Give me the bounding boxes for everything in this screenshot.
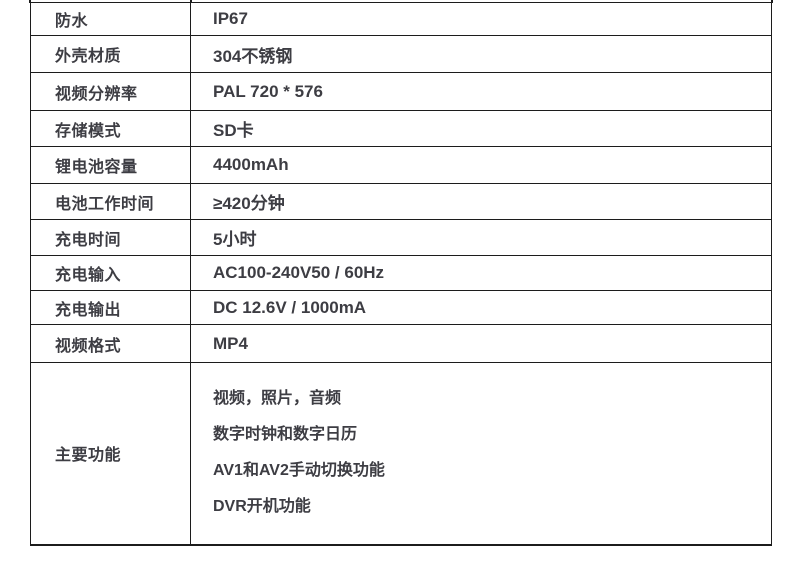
- spec-value-cell: DC 12.6V / 1000mA: [190, 290, 772, 325]
- spec-value-cell: ≥420分钟: [190, 183, 772, 220]
- spec-value-cell: IP67: [190, 2, 772, 36]
- spec-label-cell: 充电输出: [30, 290, 191, 325]
- table-row: 外壳材质 304不锈钢: [30, 35, 772, 73]
- spec-value-cell: 视频，照片，音频 数字时钟和数字日历 AV1和AV2手动切换功能 DVR开机功能: [190, 362, 772, 546]
- function-line: AV1和AV2手动切换功能: [213, 462, 385, 480]
- spec-label-cell: 外壳材质: [30, 35, 191, 73]
- table-row: 视频格式 MP4: [30, 324, 772, 363]
- table-row: 视频分辨率 PAL 720 * 576: [30, 72, 772, 111]
- function-line: 视频，照片，音频: [213, 390, 342, 408]
- cropped-row-right-border: [771, 0, 773, 3]
- table-row-main-functions: 主要功能 视频，照片，音频 数字时钟和数字日历 AV1和AV2手动切换功能 DVR开机功…: [30, 362, 772, 546]
- spec-label-cell: 存储模式: [30, 110, 191, 147]
- spec-label-cell: 防水: [30, 2, 191, 36]
- spec-label-cell: 充电时间: [30, 219, 191, 256]
- spec-table-body: 防水 IP67 外壳材质 304不锈钢 视频分辨率 PAL 720 * 576 存储模式 SD…: [30, 2, 772, 546]
- function-lines: 视频，照片，音频 数字时钟和数字日历 AV1和AV2手动切换功能 DVR开机功能: [213, 379, 771, 527]
- table-row: 锂电池容量 4400mAh: [30, 146, 772, 184]
- table-row: 充电时间 5小时: [30, 219, 772, 256]
- cropped-row-left-border: [29, 0, 31, 3]
- table-row: 电池工作时间 ≥420分钟: [30, 183, 772, 220]
- spec-value-cell: 4400mAh: [190, 146, 772, 184]
- spec-label-cell: 主要功能: [30, 362, 191, 546]
- spec-value-cell: 5小时: [190, 219, 772, 256]
- spec-value-cell: AC100-240V50 / 60Hz: [190, 255, 772, 291]
- table-row: 充电输出 DC 12.6V / 1000mA: [30, 290, 772, 325]
- function-line: DVR开机功能: [213, 498, 311, 516]
- spec-table: 防水 IP67 外壳材质 304不锈钢 视频分辨率 PAL 720 * 576 存储模式 SD…: [30, 2, 772, 546]
- cropped-row-middle-border: [190, 0, 192, 3]
- table-row: 防水 IP67: [30, 2, 772, 36]
- spec-value-cell: 304不锈钢: [190, 35, 772, 73]
- spec-label-cell: 充电输入: [30, 255, 191, 291]
- spec-label-cell: 视频格式: [30, 324, 191, 363]
- spec-label-cell: 电池工作时间: [30, 183, 191, 220]
- spec-value-cell: MP4: [190, 324, 772, 363]
- table-row: 充电输入 AC100-240V50 / 60Hz: [30, 255, 772, 291]
- function-line: 数字时钟和数字日历: [213, 426, 358, 444]
- spec-label-cell: 视频分辨率: [30, 72, 191, 111]
- spec-value-cell: SD卡: [190, 110, 772, 147]
- table-row: 存储模式 SD卡: [30, 110, 772, 147]
- spec-label-cell: 锂电池容量: [30, 146, 191, 184]
- spec-value-cell: PAL 720 * 576: [190, 72, 772, 111]
